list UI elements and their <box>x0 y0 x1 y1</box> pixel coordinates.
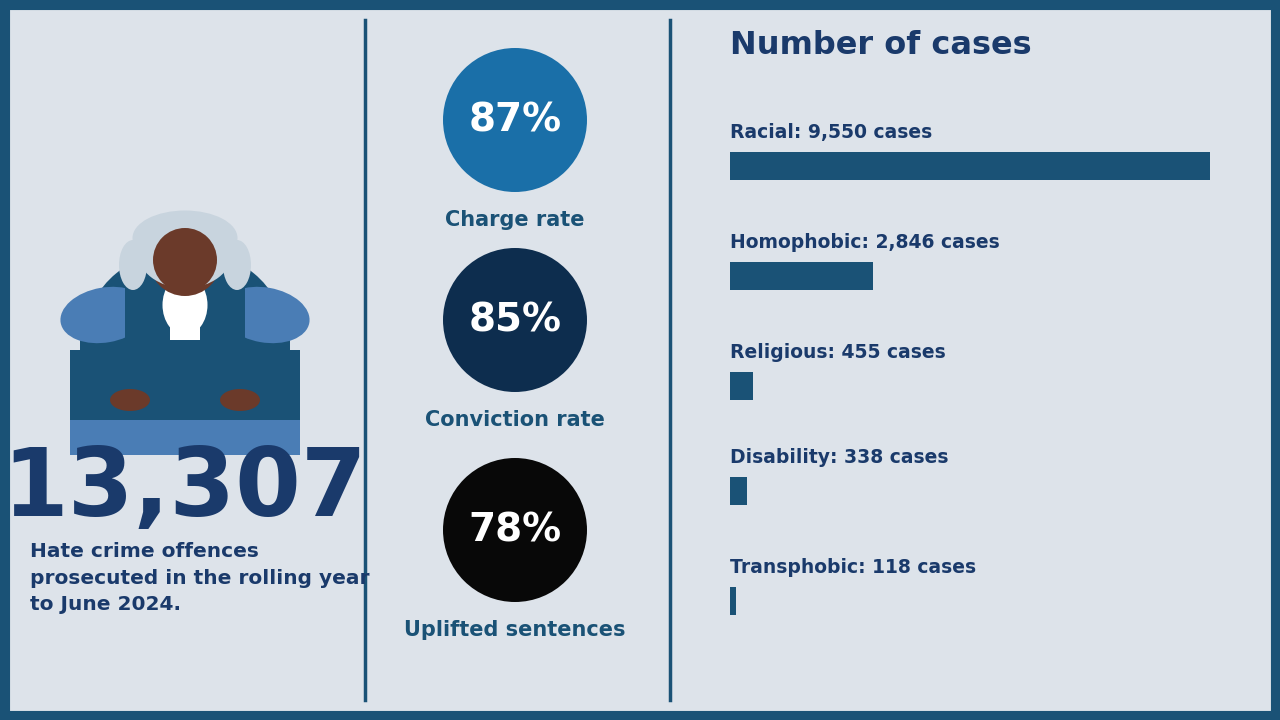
Bar <box>70 350 300 425</box>
Text: Uplifted sentences: Uplifted sentences <box>404 620 626 640</box>
Text: Religious: 455 cases: Religious: 455 cases <box>730 343 946 362</box>
Text: 85%: 85% <box>468 301 562 339</box>
Bar <box>730 152 1210 180</box>
Ellipse shape <box>223 240 251 290</box>
Bar <box>730 372 753 400</box>
Text: Disability: 338 cases: Disability: 338 cases <box>730 448 948 467</box>
Text: Racial: 9,550 cases: Racial: 9,550 cases <box>730 123 932 142</box>
Bar <box>79 320 291 410</box>
Text: Homophobic: 2,846 cases: Homophobic: 2,846 cases <box>730 233 1000 252</box>
Ellipse shape <box>87 250 283 410</box>
Text: 78%: 78% <box>468 511 562 549</box>
Text: 87%: 87% <box>468 101 562 139</box>
Bar <box>730 477 748 505</box>
Text: 13,307: 13,307 <box>3 444 367 536</box>
Ellipse shape <box>110 389 150 411</box>
Ellipse shape <box>133 210 238 266</box>
Text: Transphobic: 118 cases: Transphobic: 118 cases <box>730 558 977 577</box>
Text: Number of cases: Number of cases <box>730 30 1032 61</box>
Bar <box>730 262 873 290</box>
Circle shape <box>148 224 221 296</box>
Text: Hate crime offences
prosecuted in the rolling year
to June 2024.: Hate crime offences prosecuted in the ro… <box>29 542 370 614</box>
Bar <box>730 587 736 615</box>
Circle shape <box>443 48 588 192</box>
Bar <box>70 420 300 455</box>
Ellipse shape <box>220 287 310 343</box>
Ellipse shape <box>119 240 147 290</box>
Bar <box>125 260 244 340</box>
Bar <box>170 300 200 340</box>
Ellipse shape <box>60 287 150 343</box>
Circle shape <box>443 458 588 602</box>
Text: Conviction rate: Conviction rate <box>425 410 605 430</box>
Circle shape <box>443 248 588 392</box>
Ellipse shape <box>163 275 207 335</box>
Ellipse shape <box>137 216 233 288</box>
Circle shape <box>154 228 218 292</box>
Text: Charge rate: Charge rate <box>445 210 585 230</box>
Ellipse shape <box>220 389 260 411</box>
